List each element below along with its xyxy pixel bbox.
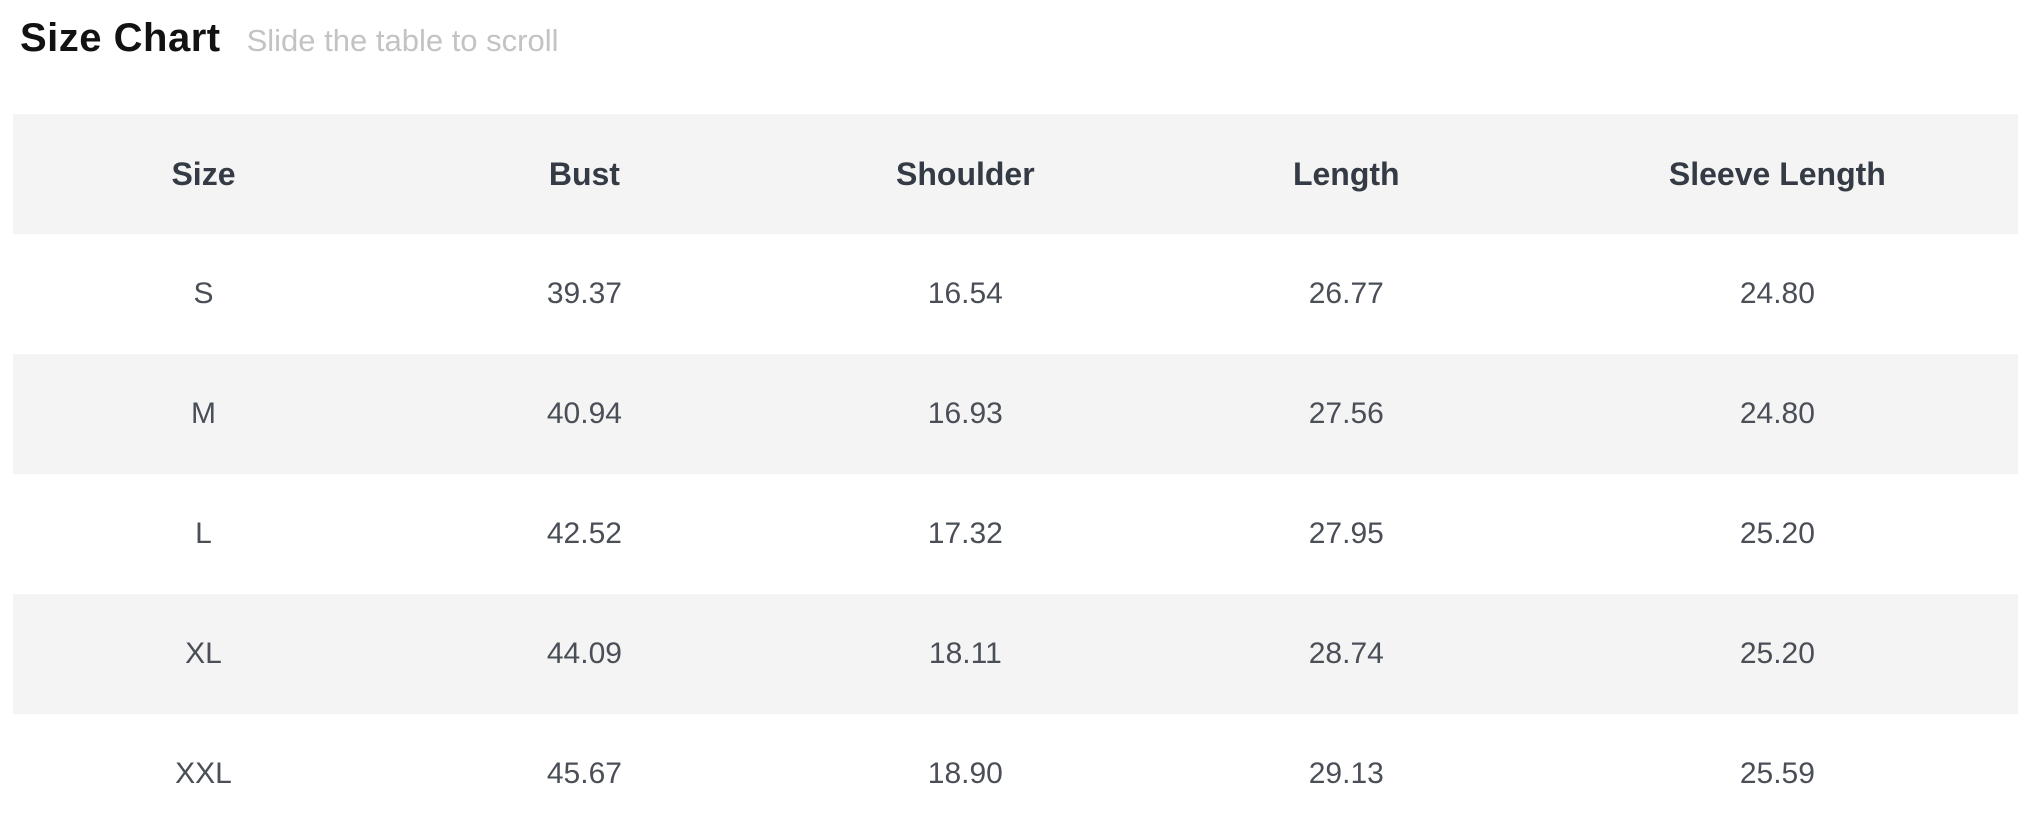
cell-sleeve-length: 25.20 — [1536, 594, 2018, 714]
scroll-hint: Slide the table to scroll — [246, 23, 559, 58]
column-header-length: Length — [1155, 114, 1537, 234]
column-header-size: Size — [13, 114, 394, 234]
cell-bust: 40.94 — [393, 354, 775, 474]
cell-bust: 45.67 — [393, 714, 775, 834]
cell-size: XXL — [13, 714, 394, 834]
cell-size: M — [13, 354, 394, 474]
cell-length: 29.13 — [1155, 714, 1537, 834]
cell-size: S — [13, 234, 394, 354]
cell-shoulder: 17.32 — [774, 474, 1156, 594]
cell-sleeve-length: 24.80 — [1536, 354, 2018, 474]
cell-bust: 44.09 — [393, 594, 775, 714]
cell-shoulder: 18.11 — [774, 594, 1156, 714]
cell-length: 26.77 — [1155, 234, 1537, 354]
cell-length: 27.95 — [1155, 474, 1537, 594]
cell-shoulder: 16.54 — [774, 234, 1156, 354]
cell-sleeve-length: 24.80 — [1536, 234, 2018, 354]
cell-sleeve-length: 25.59 — [1536, 714, 2018, 834]
cell-bust: 42.52 — [393, 474, 775, 594]
table-header-row: Size Bust Shoulder Length Sleeve Length — [13, 114, 2018, 234]
size-table-scroll-area[interactable]: Size Bust Shoulder Length Sleeve Length … — [13, 114, 2018, 834]
table-row-xl: XL 44.09 18.11 28.74 25.20 — [13, 594, 2018, 714]
table-row-s: S 39.37 16.54 26.77 24.80 — [13, 234, 2018, 354]
table-row-m: M 40.94 16.93 27.56 24.80 — [13, 354, 2018, 474]
cell-length: 27.56 — [1155, 354, 1537, 474]
cell-size: L — [13, 474, 394, 594]
cell-size: XL — [13, 594, 394, 714]
column-header-sleeve-length: Sleeve Length — [1536, 114, 2018, 234]
column-header-shoulder: Shoulder — [774, 114, 1156, 234]
cell-sleeve-length: 25.20 — [1536, 474, 2018, 594]
page-title: Size Chart — [20, 16, 221, 60]
cell-shoulder: 16.93 — [774, 354, 1156, 474]
section-heading: Size Chart Slide the table to scroll — [0, 0, 2033, 61]
table-row-l: L 42.52 17.32 27.95 25.20 — [13, 474, 2018, 594]
table-row-xxl: XXL 45.67 18.90 29.13 25.59 — [13, 714, 2018, 834]
cell-bust: 39.37 — [393, 234, 775, 354]
column-header-bust: Bust — [393, 114, 775, 234]
cell-length: 28.74 — [1155, 594, 1537, 714]
size-table: Size Bust Shoulder Length Sleeve Length … — [13, 114, 2018, 834]
cell-shoulder: 18.90 — [774, 714, 1156, 834]
